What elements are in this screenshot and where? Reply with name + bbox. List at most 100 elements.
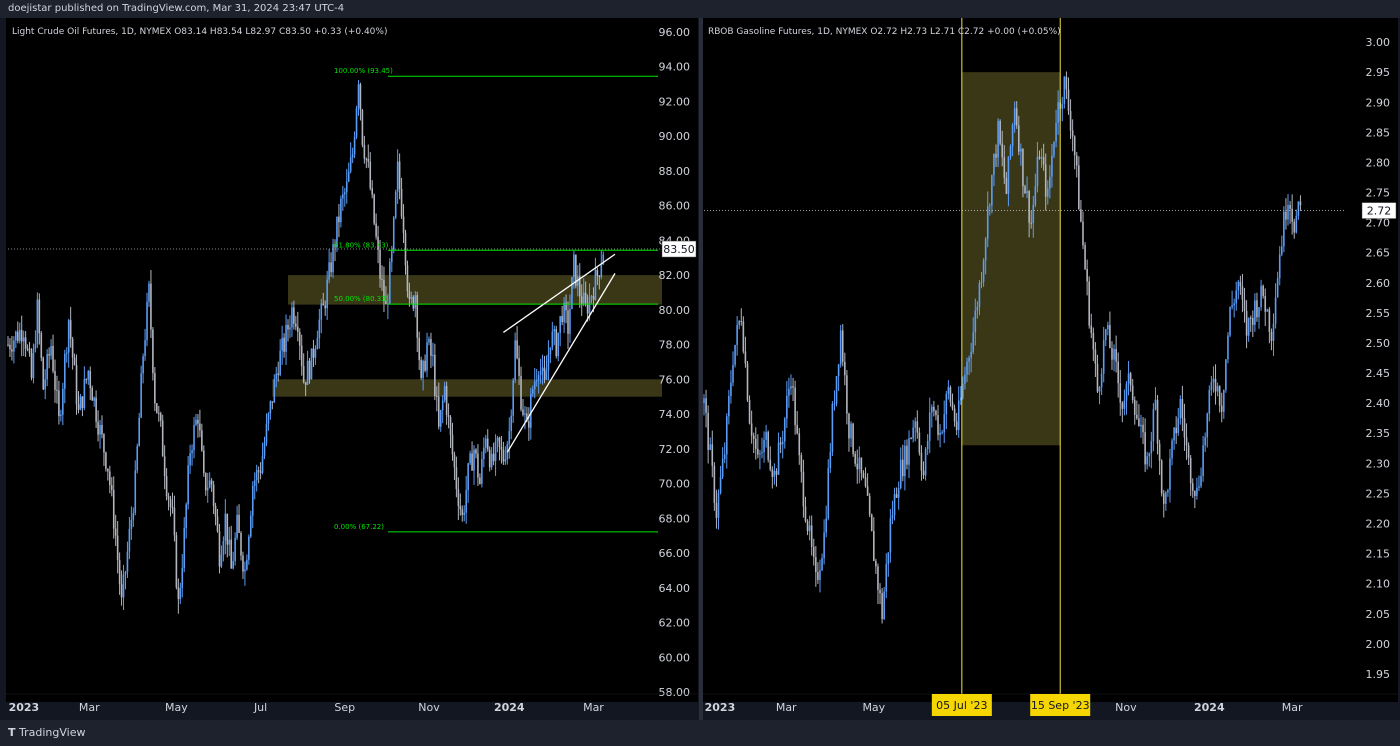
candle-body [1129,373,1132,386]
candle-body [922,470,925,476]
candle-body [1042,157,1045,165]
y-tick-label: 82.00 [659,269,691,282]
candle-body [1102,340,1105,374]
candle-body [383,279,385,302]
candle-body [1121,402,1124,409]
candle-body [347,171,350,182]
candle-body [1181,399,1184,419]
y-tick-label: 2.50 [1366,337,1391,350]
candle-body [473,449,475,471]
candle-body [582,292,585,305]
candle-body [1001,143,1004,158]
candle-body [723,454,726,459]
candle-body [1127,373,1130,384]
candle-body [877,566,879,590]
candle-body [738,321,741,326]
candle-body [759,453,761,455]
candle-body [144,340,146,357]
candle-body [1177,418,1180,434]
candle-body [410,296,413,300]
candle-body [815,557,817,572]
candle-body [804,506,807,521]
candle-body [555,329,558,357]
candle-body [1069,111,1072,131]
tradingview-logo-icon: 𝗧 [8,726,16,739]
candle-body [1268,309,1271,332]
last-price-label: 2.72 [1367,205,1392,218]
candle-body [844,361,846,376]
candle-body [375,223,377,237]
candle-body [181,568,184,589]
candle-body [1088,281,1090,326]
candle-body [957,400,960,431]
candle-body [740,321,743,323]
candle-body [1231,305,1233,308]
candle-body [873,531,875,562]
fib-level-label: 61.80% (83.43) [334,241,389,249]
candle-body [926,440,929,450]
candle-body [312,348,315,358]
candle-body [1138,418,1140,427]
candle-body [1249,317,1252,319]
candle-body [860,457,863,474]
candle-body [324,305,327,309]
y-tick-label: 2.20 [1366,518,1391,531]
candle-body [118,559,121,585]
candle-body [1281,246,1283,255]
candle-body [477,453,479,478]
candle-body [870,514,873,532]
candle-body [916,421,919,433]
candle-body [1260,285,1262,308]
candle-body [812,546,815,558]
candle-body [528,421,530,428]
candle-body [1111,347,1113,360]
candle-body [63,353,66,389]
candle-body [1049,176,1051,189]
candle-body [1266,309,1269,312]
candle-body [253,480,256,486]
candle-body [945,394,948,415]
y-tick-label: 70.00 [659,478,691,491]
candle-body [821,558,823,571]
x-tick-label: May [165,701,188,714]
candle-body [524,413,526,415]
candle-body [30,353,33,379]
candle-body [866,486,869,496]
highlight-zone [961,72,1061,446]
candle-body [467,463,469,491]
candle-body [79,396,82,410]
x-tick-label: Jul [253,701,267,714]
candle-body [385,301,387,305]
candle-body [67,320,70,353]
candle-body [44,379,47,390]
candle-body [1115,348,1117,362]
candle-body [479,477,481,484]
candle-body [893,494,896,516]
candle-body [54,371,56,390]
wedge-trendline [506,273,616,453]
candle-body [1078,165,1080,210]
candle-body [910,438,912,440]
candle-body [187,465,189,505]
candle-body [32,348,35,379]
candle-body [1065,76,1068,90]
candle-body [1289,204,1291,209]
candle-body [1274,297,1277,324]
candle-body [1028,191,1030,223]
candle-body [1100,373,1103,388]
candle-body [434,354,436,396]
candle-body [1278,254,1281,279]
candle-body [757,448,759,455]
candle-body [1007,156,1010,194]
candle-body [512,380,514,416]
candle-body [322,303,325,306]
candle-body [553,329,556,332]
date-marker-label: 05 Jul '23 [936,699,987,712]
candle-body [1252,317,1254,325]
candle-body [1285,211,1287,220]
candle-body [1005,177,1008,194]
candle-body [1011,125,1014,147]
y-tick-label: 2.90 [1366,96,1391,109]
candle-body [56,389,58,391]
